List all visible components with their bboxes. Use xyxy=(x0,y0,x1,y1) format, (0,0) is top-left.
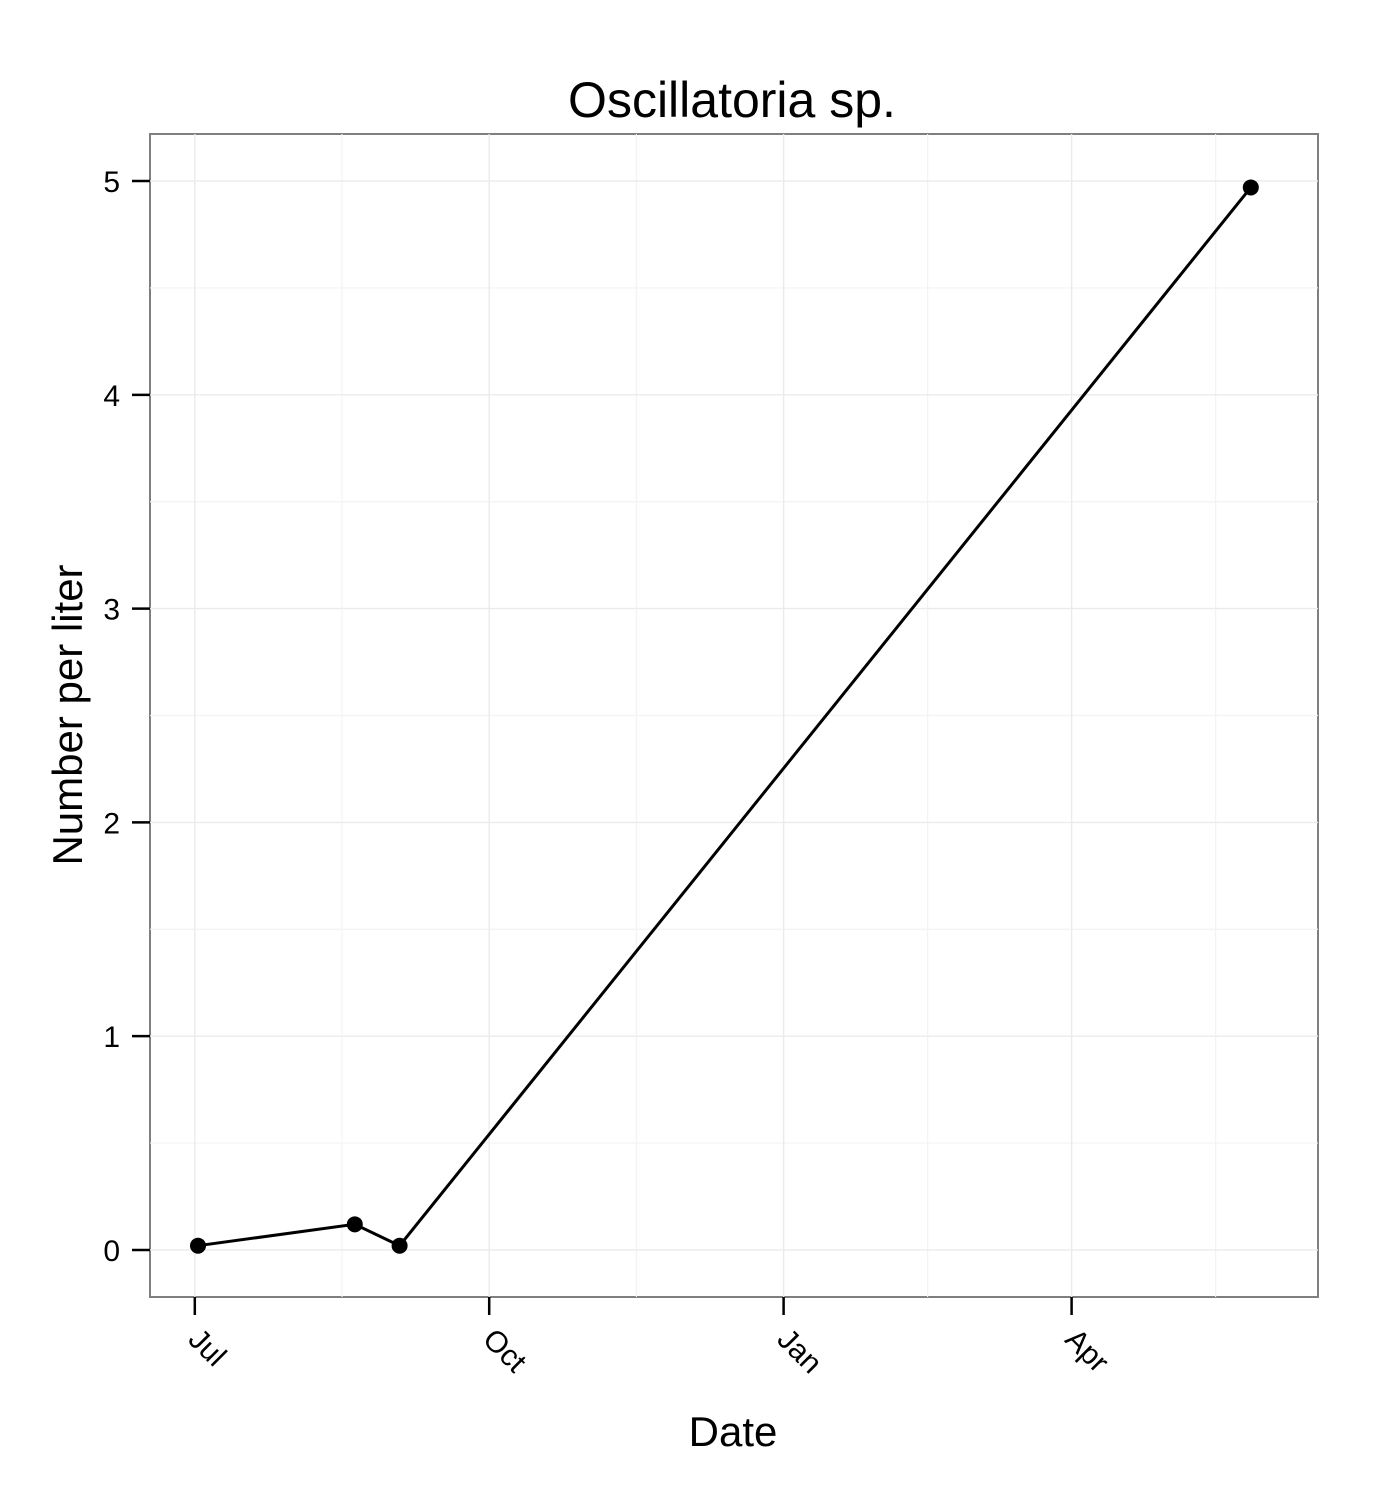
x-axis: Jul Oct Jan Apr xyxy=(182,1297,1115,1380)
data-point xyxy=(346,1216,363,1233)
y-tick-label: 5 xyxy=(103,166,120,199)
series-line xyxy=(197,186,1252,1248)
x-tick-label: Apr xyxy=(1059,1323,1115,1379)
x-tick-label: Jan xyxy=(771,1323,829,1381)
major-gridlines xyxy=(150,134,1318,1297)
x-axis-title: Date xyxy=(689,1408,778,1455)
minor-gridlines xyxy=(150,134,1318,1297)
y-tick-label: 4 xyxy=(103,380,120,413)
y-tick-label: 2 xyxy=(103,807,120,840)
data-point xyxy=(1242,179,1259,196)
chart-title: Oscillatoria sp. xyxy=(568,72,896,128)
y-tick-label: 3 xyxy=(103,594,120,627)
y-tick-label: 1 xyxy=(103,1021,120,1054)
x-tick-label: Oct xyxy=(476,1323,533,1380)
y-axis-title: Number per liter xyxy=(44,564,91,865)
y-axis: 0 1 2 3 4 5 xyxy=(103,166,150,1268)
series-group xyxy=(190,179,1259,1254)
x-tick-label: Jul xyxy=(182,1323,232,1373)
y-tick-label: 0 xyxy=(103,1235,120,1268)
data-point xyxy=(190,1237,206,1254)
data-point xyxy=(391,1237,408,1254)
